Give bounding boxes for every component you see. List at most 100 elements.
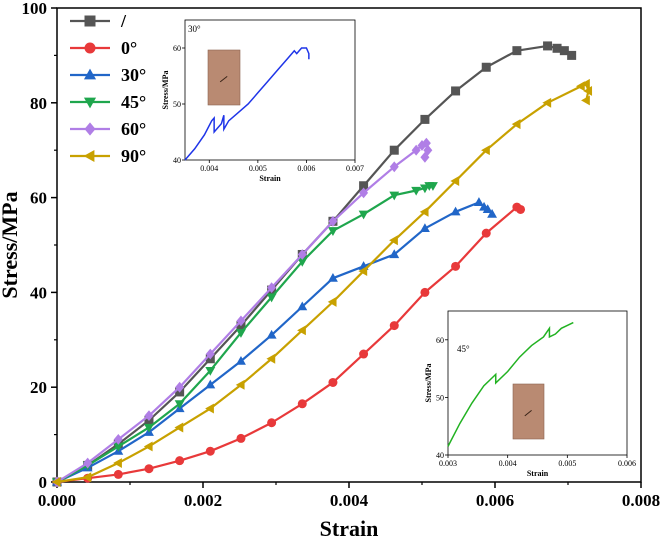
inset-x-tick-label: 0.006 (297, 164, 315, 173)
x-tick-label: 0.006 (476, 491, 514, 510)
series-line-60-deg (56, 141, 429, 483)
data-point-30-deg (327, 273, 338, 282)
data-point-30-deg (450, 206, 461, 216)
data-point-control (389, 145, 399, 155)
data-point-45-deg (297, 257, 308, 267)
data-point-60-deg (297, 249, 307, 260)
data-point-30-deg (205, 379, 216, 389)
data-point-control (451, 86, 461, 96)
data-point-60-deg (423, 144, 433, 156)
data-point-45-deg (411, 186, 422, 196)
data-point-0-deg (389, 321, 399, 331)
legend-marker-45-deg (83, 97, 97, 109)
data-point-30-deg (473, 197, 484, 206)
inset-y-tick-label: 40 (173, 156, 181, 165)
data-point-90-deg (205, 403, 214, 414)
data-point-0-deg (359, 349, 369, 359)
data-point-30-deg (389, 249, 400, 259)
data-point-60-deg (359, 187, 369, 199)
data-point-0-deg (175, 456, 185, 466)
inset-angle-label-30-deg: 30° (188, 24, 201, 34)
specimen-photo-45-deg (512, 383, 545, 440)
inset-x-axis-title: Strain (259, 174, 281, 183)
data-point-60-deg (144, 410, 154, 422)
data-point-0-deg (451, 261, 461, 271)
inset-30-degree: 0.004 0.005 0.006 0.007 40 50 60 Strain Stress/M… (161, 19, 364, 183)
data-point-0-deg (236, 433, 246, 443)
inset-x-axis-title: Strain (527, 469, 549, 478)
data-point-60-deg (83, 457, 93, 469)
data-point-60-deg (328, 215, 338, 227)
inset-y-tick-label: 50 (436, 393, 444, 402)
data-point-45-deg (428, 182, 438, 191)
data-point-0-deg (481, 228, 491, 238)
data-point-control (567, 50, 577, 60)
legend-label-90-deg: 90° (121, 146, 146, 166)
x-tick-label: 0.004 (330, 491, 369, 510)
data-point-90-deg (174, 422, 184, 433)
data-point-45-deg (174, 400, 185, 409)
data-point-90-deg (51, 477, 61, 487)
legend-label-control: / (120, 11, 127, 31)
data-point-90-deg (581, 95, 590, 106)
data-point-90-deg (143, 441, 153, 452)
inset-y-axis-title: Stress/MPa (424, 364, 433, 403)
inset-y-tick-label: 60 (173, 44, 181, 53)
inset-y-tick-label: 60 (436, 336, 444, 345)
data-point-60-deg (389, 161, 399, 173)
data-point-0-deg (144, 464, 154, 474)
inset-curve-30-deg (184, 47, 310, 161)
data-point-0-deg (420, 287, 430, 297)
legend-label-45-deg: 45° (121, 92, 146, 112)
data-point-90-deg (82, 472, 92, 483)
inset-x-tick-label: 0.005 (249, 164, 267, 173)
y-tick-label: 20 (30, 378, 47, 397)
data-point-90-deg (419, 206, 429, 217)
data-point-60-deg (175, 381, 185, 393)
inset-x-tick-label: 0.007 (346, 164, 364, 173)
data-point-90-deg (581, 78, 590, 89)
inset-y-tick-label: 40 (436, 451, 444, 460)
data-point-90-deg (297, 325, 306, 336)
inset-x-tick-label: 0.003 (439, 459, 457, 468)
legend-marker-60-deg (84, 122, 96, 136)
inset-y-axis-title: Stress/MPa (161, 71, 170, 110)
data-point-45-deg (205, 367, 216, 376)
data-point-30-deg (236, 355, 246, 365)
inset-y-tick-label: 50 (173, 100, 181, 109)
data-point-60-deg (420, 151, 430, 163)
inset-angle-label-45-deg: 45° (457, 344, 470, 354)
data-point-45-deg (144, 423, 154, 433)
data-point-90-deg (542, 97, 552, 108)
data-point-45-deg (358, 210, 369, 220)
data-point-30-deg (419, 223, 430, 233)
specimen-crack-mark (524, 410, 532, 417)
inset-x-tick-label: 0.006 (618, 459, 636, 468)
data-point-control (512, 46, 522, 56)
data-point-0-deg (328, 377, 338, 387)
inset-curve-45-deg (447, 321, 574, 447)
data-point-60-deg (236, 315, 246, 327)
data-point-90-deg (327, 296, 337, 307)
specimen-photo-30-deg (207, 49, 241, 106)
inset-x-tick-label: 0.004 (499, 459, 517, 468)
y-tick-label: 0 (39, 473, 48, 492)
data-point-0-deg (113, 469, 123, 479)
inset-x-tick-label: 0.005 (558, 459, 576, 468)
data-point-0-deg (267, 418, 277, 428)
legend-marker-30-deg (83, 68, 97, 80)
data-point-45-deg (327, 227, 338, 236)
data-point-30-deg (266, 329, 277, 339)
data-point-control (552, 43, 562, 53)
data-point-30-deg (487, 209, 498, 218)
data-point-45-deg (113, 442, 124, 452)
y-axis-title: Stress/MPa (0, 191, 22, 298)
legend-marker-0-deg (84, 42, 96, 54)
x-tick-label: 0.008 (622, 491, 660, 510)
data-point-0-deg (205, 446, 215, 456)
y-tick-label: 80 (30, 94, 47, 113)
data-point-45-deg (389, 191, 400, 201)
data-point-30-deg (482, 204, 493, 214)
